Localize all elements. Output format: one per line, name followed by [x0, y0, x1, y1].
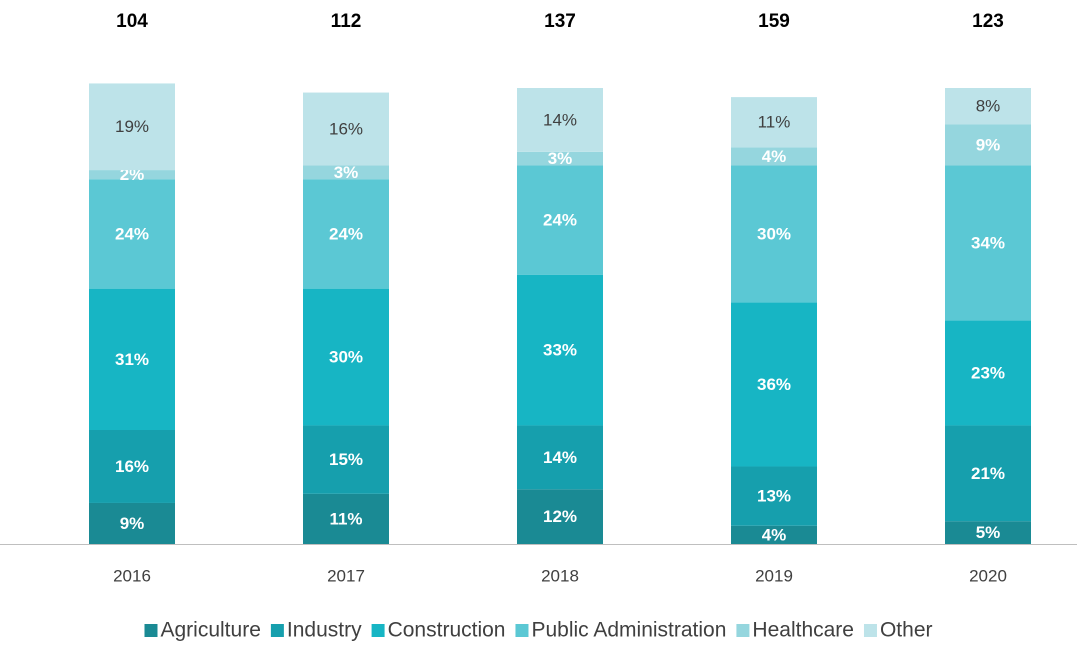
total-label: 123 — [972, 11, 1004, 32]
data-label: 34% — [971, 234, 1005, 253]
total-label: 159 — [758, 11, 790, 32]
data-label: 24% — [543, 211, 577, 230]
total-label: 104 — [116, 11, 148, 32]
data-label: 14% — [543, 110, 577, 129]
legend-label: Public Administration — [531, 619, 726, 642]
x-tick-label: 2018 — [541, 566, 579, 585]
data-label: 11% — [329, 509, 362, 528]
legend-label: Construction — [388, 619, 506, 642]
legend-label: Industry — [287, 619, 362, 642]
total-label: 112 — [331, 11, 362, 32]
legend-label: Agriculture — [160, 619, 260, 642]
data-label: 16% — [115, 457, 149, 476]
legend-swatch — [270, 624, 284, 637]
x-tick-label: 2017 — [327, 566, 365, 585]
data-label: 30% — [329, 348, 363, 367]
data-label: 24% — [329, 224, 363, 243]
bar-segment — [303, 425, 389, 494]
bar-segment — [945, 88, 1031, 125]
data-label: 24% — [115, 224, 149, 243]
bar-segment — [945, 165, 1031, 321]
bar-segment — [517, 425, 603, 490]
data-label: 5% — [976, 523, 1001, 542]
bar-segment — [945, 320, 1031, 426]
total-label: 137 — [544, 11, 576, 32]
bar-segment — [89, 288, 175, 430]
bar-segment — [303, 179, 389, 289]
data-label: 30% — [757, 224, 791, 243]
bar-segment — [517, 274, 603, 426]
bar-segment — [945, 124, 1031, 166]
x-tick-label: 2016 — [113, 566, 151, 585]
data-label: 12% — [543, 507, 577, 526]
legend-swatch — [371, 624, 385, 637]
bar-segment — [89, 502, 175, 544]
data-label: 9% — [120, 514, 145, 533]
data-label: 13% — [757, 487, 791, 506]
bar-segment — [517, 489, 603, 544]
data-label: 4% — [762, 147, 787, 166]
data-label: 8% — [976, 97, 1001, 116]
data-label: 16% — [329, 120, 363, 139]
bar-segment — [517, 151, 603, 166]
data-label: 9% — [976, 135, 1001, 154]
bar-segment — [517, 88, 603, 152]
x-tick-label: 2020 — [969, 566, 1007, 585]
bar-segment — [945, 521, 1031, 544]
bar-segment — [731, 466, 817, 526]
data-label: 33% — [543, 341, 577, 360]
data-label: 14% — [543, 448, 577, 467]
data-label: 3% — [548, 149, 573, 168]
legend-swatch — [736, 624, 750, 637]
data-label: 31% — [115, 350, 149, 369]
legend-swatch — [863, 624, 877, 637]
bar-segment — [303, 165, 389, 180]
legend-swatch — [515, 624, 529, 637]
data-label: 19% — [115, 117, 149, 136]
bar-segment — [303, 92, 389, 166]
legend: Agriculture Industry Construction Public Ad… — [144, 619, 933, 642]
bar-segment — [731, 165, 817, 303]
data-label: 4% — [762, 525, 787, 544]
bar-segment — [89, 170, 175, 180]
legend-label: Healthcare — [752, 619, 854, 642]
bar-segment — [89, 83, 175, 171]
bar-segment — [89, 179, 175, 289]
bar-segment — [303, 493, 389, 544]
data-label: 11% — [758, 113, 791, 132]
bar-segment — [731, 97, 817, 148]
data-label: 15% — [329, 450, 363, 469]
data-label: 36% — [757, 375, 791, 394]
bar-segment — [517, 165, 603, 275]
bar-segment — [303, 288, 389, 426]
bar-segment — [945, 425, 1031, 522]
bar-segment — [731, 302, 817, 467]
legend-swatch — [144, 624, 158, 637]
bar-segment — [731, 525, 817, 544]
x-tick-label: 2019 — [755, 566, 793, 585]
data-label: 23% — [971, 363, 1005, 382]
bar-segment — [731, 147, 817, 166]
bar-segment — [89, 430, 175, 503]
legend-label: Other — [880, 619, 933, 642]
data-label: 3% — [334, 163, 359, 182]
data-label: 21% — [971, 464, 1005, 483]
